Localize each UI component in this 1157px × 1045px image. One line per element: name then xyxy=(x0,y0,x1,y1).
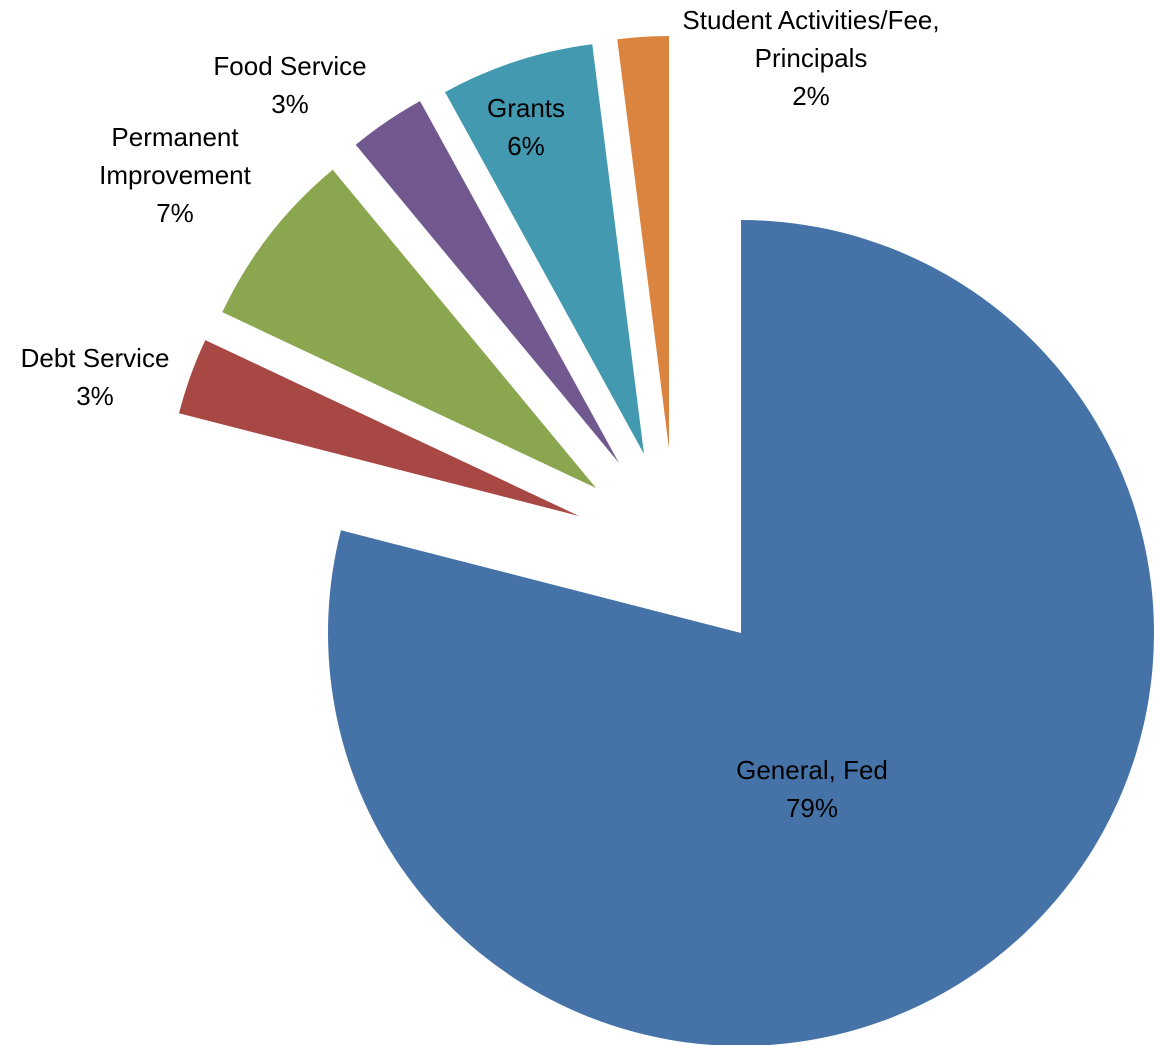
pie-slice-student-activities-fee-principals xyxy=(617,36,669,449)
pie-label-name: Improvement xyxy=(99,160,251,190)
pie-label-name: Food Service xyxy=(213,51,366,81)
labels-layer: General, Fed 79% Debt Service 3% Permanent Im… xyxy=(21,5,940,823)
pie-slice-debt-service xyxy=(178,340,580,516)
pie-label-percent: 6% xyxy=(507,131,545,161)
pie-slice-general-fed xyxy=(328,220,1154,1045)
pie-label-name: Student Activities/Fee, xyxy=(682,5,939,35)
pie-label-debt-service: Debt Service 3% xyxy=(21,343,170,411)
pie-slice-grants xyxy=(445,44,644,454)
pie-label-food-service: Food Service 3% xyxy=(213,51,366,119)
pie-label-name: Grants xyxy=(487,93,565,123)
pie-label-percent: 79% xyxy=(786,793,838,823)
pie-label-name: Permanent xyxy=(111,122,239,152)
pie-slice-food-service xyxy=(355,101,619,463)
slices-layer xyxy=(178,36,1154,1045)
pie-label-name: Principals xyxy=(755,43,868,73)
pie-label-name: General, Fed xyxy=(736,755,888,785)
pie-label-percent: 3% xyxy=(271,89,309,119)
pie-label-percent: 3% xyxy=(76,381,114,411)
pie-label-student-activities-fee-principals: Student Activities/Fee, Principals 2% xyxy=(682,5,939,111)
pie-label-grants: Grants 6% xyxy=(487,93,565,161)
pie-label-name: Debt Service xyxy=(21,343,170,373)
pie-label-general-fed: General, Fed 79% xyxy=(736,755,888,823)
pie-slice-permanent-improvement xyxy=(222,169,596,488)
pie-label-percent: 7% xyxy=(156,198,194,228)
pie-label-percent: 2% xyxy=(792,81,830,111)
pie-label-permanent-improvement: Permanent Improvement 7% xyxy=(99,122,251,228)
